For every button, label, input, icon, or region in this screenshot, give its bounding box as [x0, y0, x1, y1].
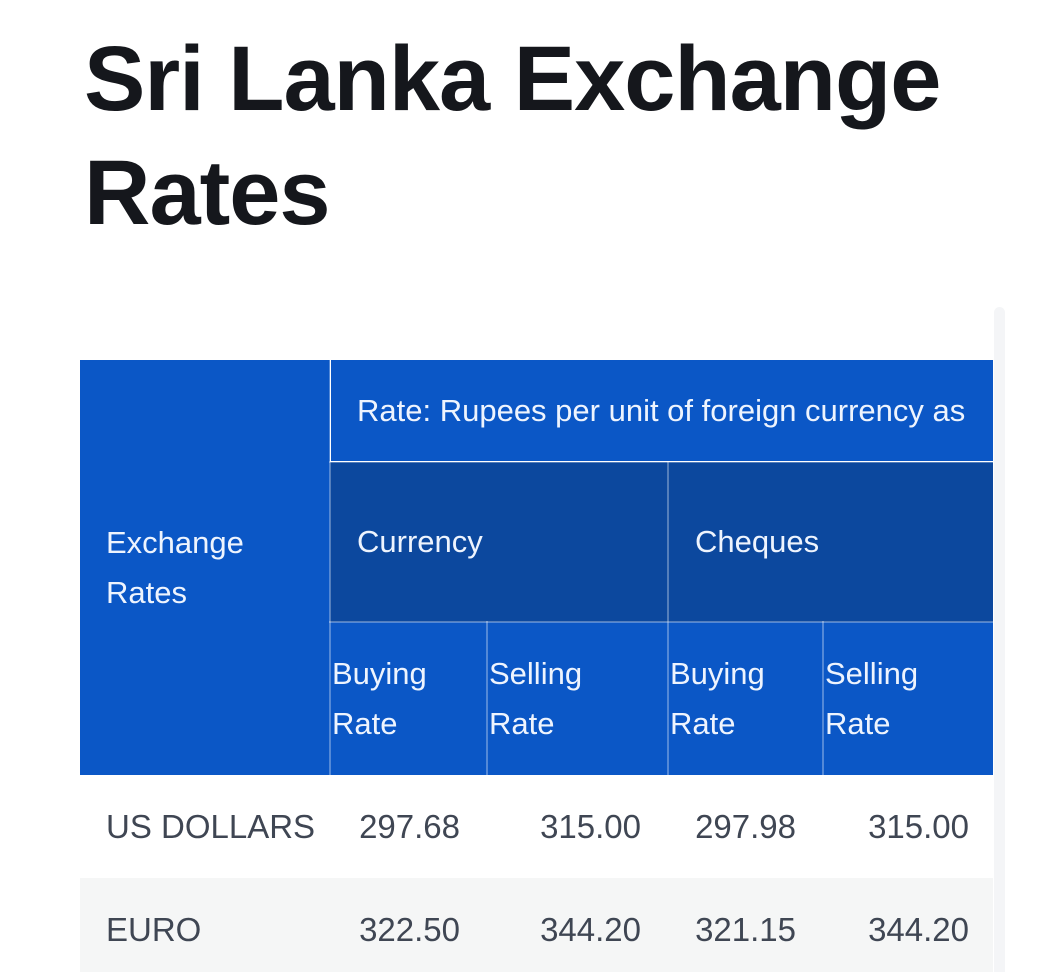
- rate-note-header: Rate: Rupees per unit of foreign currenc…: [330, 360, 993, 463]
- header-row-subheaders: Buying Rate Selling Rate Buying Rate Sel…: [80, 622, 993, 775]
- table-row-us-dollars: US DOLLARS 297.68 315.00 297.98 315.00: [80, 775, 993, 878]
- corner-header-exchange-rates: Exchange Rates: [80, 360, 331, 775]
- rate-cell-currency-buying: 322.50: [330, 878, 487, 972]
- rate-cell-cheques-buying: 321.15: [668, 878, 823, 972]
- rate-cell-cheques-selling: 315.00: [823, 775, 993, 878]
- scrollbar-thumb[interactable]: [994, 307, 1005, 972]
- subheader-cheques-buying-rate: Buying Rate: [667, 622, 823, 775]
- rate-cell-currency-buying: 297.68: [330, 775, 487, 878]
- group-header-currency: Currency: [330, 462, 669, 623]
- currency-name-cell: US DOLLARS: [80, 775, 330, 878]
- subheader-cheques-selling-rate: Selling Rate: [822, 622, 993, 775]
- rate-cell-currency-selling: 344.20: [487, 878, 668, 972]
- page-title: Sri Lanka Exchange Rates: [84, 28, 941, 244]
- currency-name-cell: EURO: [80, 878, 330, 972]
- rate-cell-cheques-buying: 297.98: [668, 775, 823, 878]
- subheader-currency-buying-rate: Buying Rate: [330, 622, 487, 775]
- group-header-cheques: Cheques: [668, 462, 993, 623]
- exchange-rates-table-container[interactable]: Exchange Rates Rate: Rupees per unit of …: [80, 360, 993, 972]
- rate-cell-currency-selling: 315.00: [487, 775, 668, 878]
- header-row-groups: Currency Cheques: [80, 462, 993, 623]
- header-row-note: Exchange Rates Rate: Rupees per unit of …: [80, 360, 993, 775]
- rate-cell-cheques-selling: 344.20: [823, 878, 993, 972]
- subheader-currency-selling-rate: Selling Rate: [486, 622, 668, 775]
- exchange-rates-table: Exchange Rates Rate: Rupees per unit of …: [80, 360, 993, 972]
- table-row-euro: EURO 322.50 344.20 321.15 344.20: [80, 878, 993, 972]
